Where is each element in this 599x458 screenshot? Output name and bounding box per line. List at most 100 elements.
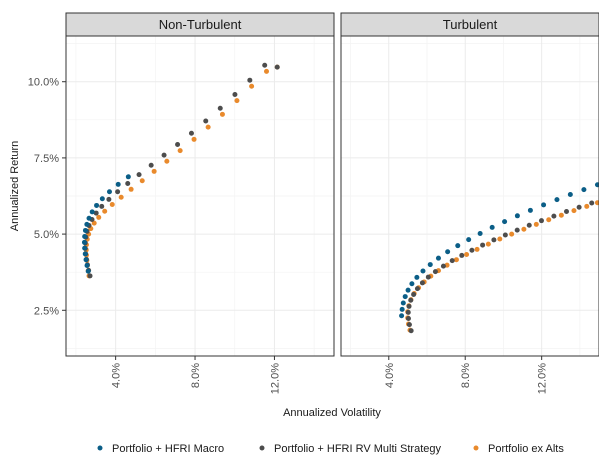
data-point — [96, 214, 102, 220]
data-point — [191, 136, 197, 142]
data-point — [402, 294, 408, 300]
data-point — [406, 303, 412, 309]
data-point — [469, 247, 475, 253]
data-point — [405, 287, 411, 293]
data-point — [118, 194, 124, 200]
data-point — [477, 230, 483, 236]
legend-item-portfolio-hfri-rv-multi-strategy: Portfolio + HFRI RV Multi Strategy — [259, 443, 441, 455]
data-point — [161, 152, 167, 158]
data-point — [148, 162, 154, 168]
data-point — [102, 208, 108, 214]
data-point — [491, 237, 497, 243]
data-point — [264, 68, 270, 74]
data-point — [594, 200, 599, 206]
data-point — [91, 220, 97, 226]
data-point — [502, 232, 508, 238]
panel-turbulent: Turbulent 4.0% 8.0% 12.0% — [340, 12, 599, 394]
data-point — [188, 130, 194, 136]
data-point — [419, 280, 425, 286]
data-point — [521, 226, 527, 232]
data-point — [449, 258, 455, 264]
data-point — [427, 262, 433, 268]
legend-key — [97, 445, 103, 451]
data-point — [83, 257, 89, 263]
panel-non-turbulent: Non-Turbulent 4.0% 8.0% 12.0% 2.5% 5.0% 7.5% 10… — [28, 12, 335, 394]
x-tick-label: 8.0% — [460, 363, 472, 388]
strip-background — [65, 12, 335, 37]
x-tick-label: 12.0% — [269, 363, 281, 394]
data-point — [546, 217, 552, 223]
data-point — [514, 213, 520, 219]
x-tick-label: 8.0% — [190, 363, 202, 388]
data-point — [139, 178, 145, 184]
legend: Portfolio + HFRI Macro Portfolio + HFRI R… — [97, 443, 564, 455]
data-point — [249, 83, 255, 89]
data-point — [538, 218, 544, 224]
data-point — [466, 237, 472, 243]
legend-key — [473, 445, 479, 451]
data-point — [558, 212, 564, 218]
data-point — [514, 227, 520, 233]
data-point — [136, 172, 142, 178]
data-point — [474, 246, 480, 252]
data-point — [526, 222, 532, 228]
data-point — [497, 236, 503, 242]
data-point — [93, 210, 99, 216]
data-point — [232, 92, 238, 98]
data-point — [128, 186, 134, 192]
data-point — [115, 189, 121, 195]
data-point — [89, 209, 95, 215]
data-point — [584, 203, 590, 209]
data-point — [571, 208, 577, 214]
data-point — [106, 189, 112, 195]
data-point — [489, 224, 495, 230]
data-point — [125, 181, 131, 187]
data-point — [551, 213, 557, 219]
x-tick-label: 12.0% — [537, 363, 549, 394]
data-point — [435, 255, 441, 261]
data-point — [464, 252, 470, 258]
y-tick-label: 5.0% — [34, 229, 59, 241]
data-point — [400, 300, 406, 306]
x-tick-label: 4.0% — [111, 363, 123, 388]
legend-item-portfolio-hfri-macro: Portfolio + HFRI Macro — [97, 443, 224, 455]
data-point — [84, 262, 90, 268]
data-point — [81, 239, 87, 245]
data-point — [581, 187, 587, 193]
data-point — [414, 274, 420, 280]
strip-label: Turbulent — [443, 17, 498, 32]
data-point — [411, 291, 417, 297]
data-point — [82, 251, 88, 257]
data-point — [554, 197, 560, 203]
data-points — [81, 62, 280, 279]
data-point — [420, 268, 426, 274]
strip-label: Non-Turbulent — [159, 17, 242, 32]
data-point — [234, 98, 240, 104]
data-point — [445, 249, 451, 255]
data-point — [453, 257, 459, 263]
data-point — [87, 273, 93, 279]
data-point — [567, 191, 573, 197]
data-point — [99, 203, 105, 209]
data-point — [84, 221, 90, 227]
data-point — [399, 313, 405, 319]
data-point — [164, 158, 170, 164]
legend-label: Portfolio + HFRI Macro — [112, 443, 224, 455]
legend-key — [259, 445, 265, 451]
data-point — [502, 219, 508, 225]
data-point — [485, 241, 491, 247]
data-point — [125, 174, 131, 180]
data-point — [408, 328, 414, 334]
data-point — [405, 316, 411, 322]
data-point — [205, 124, 211, 130]
facet-panels: Non-Turbulent 4.0% 8.0% 12.0% 2.5% 5.0% 7.5% 10… — [28, 12, 599, 394]
data-point — [541, 202, 547, 208]
data-point — [406, 322, 412, 328]
data-point — [175, 141, 181, 147]
data-point — [262, 62, 268, 68]
data-point — [177, 148, 183, 154]
data-point — [564, 209, 570, 215]
data-point — [86, 215, 92, 221]
data-point — [576, 204, 582, 210]
